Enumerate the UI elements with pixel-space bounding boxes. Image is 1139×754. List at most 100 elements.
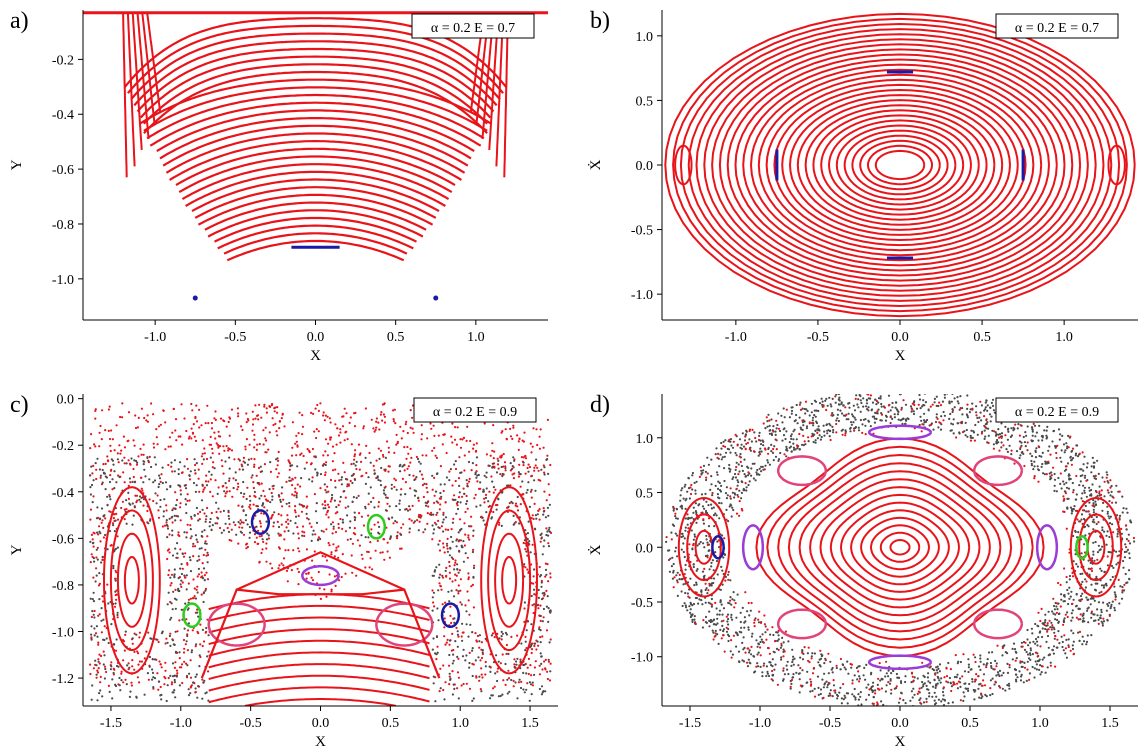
orbit-curve (208, 604, 430, 622)
orbit-curve (143, 86, 488, 132)
orbit-curve (208, 651, 430, 669)
y-tick-label: -1.2 (52, 672, 74, 687)
y-tick-label: -1.0 (631, 288, 653, 303)
x-axis-label: X (310, 348, 321, 364)
orbit-curve (217, 224, 414, 250)
x-tick-label: -0.5 (807, 330, 829, 345)
orbit-curve (175, 147, 456, 187)
blue-island (250, 509, 271, 535)
blue-orbit (433, 295, 439, 301)
orbit-curve (244, 698, 397, 706)
y-tick-label: 0.0 (636, 541, 654, 556)
purple-island (301, 565, 340, 587)
pink-island (776, 455, 828, 487)
orbit-curve (139, 55, 492, 119)
x-tick-label: -1.0 (725, 330, 747, 345)
orbit-curve (480, 486, 538, 675)
orbit-curve (820, 114, 980, 216)
panel-3: -1.5 -1.0 -0.5 0.0 0.5 1.0 1.5 0.0 -0.2 -0.4 -0.6 -… (9, 392, 558, 750)
orbit-curve (726, 53, 1074, 277)
orbit-curve (143, 63, 488, 125)
orbit-curve (226, 239, 405, 262)
annotation-text: α = 0.2 E = 0.9 (1015, 405, 1099, 420)
orbit-curve (889, 538, 911, 556)
plot-area (664, 12, 1136, 318)
x-tick-label: 0.0 (307, 330, 325, 345)
y-tick-label: -1.0 (52, 273, 74, 288)
orbit-curve (122, 12, 128, 178)
blue-island (440, 602, 461, 629)
annotation-text: α = 0.2 E = 0.7 (1015, 21, 1099, 36)
orbit-curve (214, 216, 417, 243)
annotation-box (411, 13, 535, 39)
orbit-curve (742, 63, 1058, 267)
x-tick-label: 0.0 (891, 330, 909, 345)
orbit-curve (133, 40, 498, 107)
orbit-curve (1078, 513, 1114, 582)
orbit-curve (1107, 144, 1126, 186)
orbit-curve (208, 674, 430, 692)
pink-island (375, 602, 434, 647)
x-tick-label: -1.5 (100, 716, 122, 731)
orbit-curve (126, 12, 136, 167)
y-tick-label: -0.4 (52, 486, 74, 501)
orbit-curve (208, 639, 430, 657)
orbit-curve (494, 532, 525, 628)
orbit-curve (191, 178, 440, 213)
y-tick-label: -0.8 (52, 579, 74, 594)
x-tick-label: 0.5 (961, 716, 979, 731)
orbit-curve (734, 58, 1066, 272)
orbit-curve (711, 43, 1089, 287)
green-island (182, 602, 202, 629)
x-tick-label: 0.5 (382, 716, 400, 731)
y-axis-label: Y (9, 159, 25, 170)
panel-4: -1.5 -1.0 -0.5 0.0 0.5 1.0 1.5 1.0 0.5 0.0 -0.5 -1.… (588, 392, 1138, 750)
x-tick-label: -1.0 (170, 716, 192, 731)
y-tick-label: -0.4 (52, 108, 74, 123)
plot-area (88, 402, 553, 706)
orbit-curve (140, 78, 491, 125)
pink-island (972, 455, 1024, 487)
x-tick-label: 1.5 (521, 716, 539, 731)
x-tick-label: 1.5 (1101, 716, 1119, 731)
annotation-box (413, 397, 537, 423)
y-tick-label: -0.2 (52, 53, 74, 68)
orbit-curve (162, 124, 469, 167)
x-tick-label: 0.5 (387, 330, 405, 345)
orbit-curve (208, 686, 430, 704)
y-axis-label: Ẋ (588, 159, 604, 170)
chaotic-sea-red (88, 402, 553, 694)
y-tick-label: -0.6 (52, 532, 74, 547)
orbit-curve (123, 555, 140, 605)
x-tick-label: 0.0 (312, 716, 330, 731)
y-tick-label: -1.0 (52, 625, 74, 640)
x-axis-label: X (315, 734, 326, 750)
orbit-curve (674, 144, 693, 186)
orbit-curve (131, 12, 143, 150)
orbit-curve (109, 509, 154, 652)
y-tick-label: 0.5 (636, 487, 654, 502)
y-tick-label: 0.0 (636, 159, 654, 174)
y-tick-label: 1.0 (636, 432, 654, 447)
x-tick-label: 1.0 (467, 330, 485, 345)
orbit-curve (487, 509, 532, 652)
purple-island (741, 524, 765, 571)
panel-1: -1.0 -0.5 0.0 0.5 1.0 -0.2 -0.4 -0.6 -0.8 -1.0 X Ya… (9, 8, 548, 364)
orbit-curve (208, 628, 430, 646)
orbit-curve (672, 17, 1128, 313)
x-tick-label: -0.5 (819, 716, 841, 731)
blue-island (711, 535, 725, 560)
orbit-curve (879, 531, 921, 563)
orbit-curve (178, 155, 453, 194)
orbit-curve (204, 201, 427, 231)
orbit-curve (1069, 496, 1123, 598)
orbit-curve (159, 117, 472, 160)
orbit-curve (185, 170, 446, 207)
orbit-curve (503, 12, 509, 178)
y-axis-label: Ẋ (588, 544, 604, 555)
orbit-curve (851, 134, 949, 196)
orbit-curve (687, 28, 1113, 302)
green-island (1075, 535, 1089, 560)
orbit-curve (859, 139, 941, 191)
